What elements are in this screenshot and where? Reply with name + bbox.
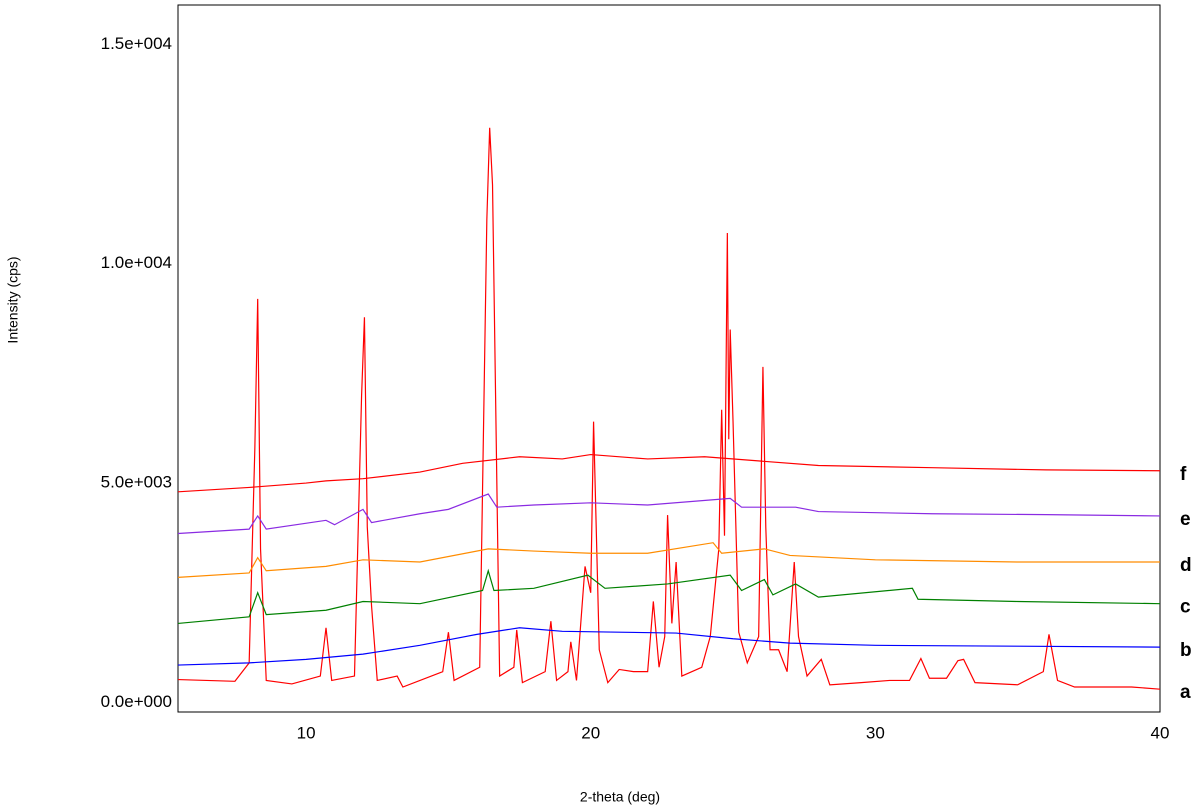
y-tick-label: 0.0e+000 [101, 692, 172, 711]
series-label: e [1180, 509, 1191, 530]
x-tick-label: 20 [581, 723, 600, 742]
series-label: d [1180, 555, 1192, 576]
y-axis-label: Intensity (cps) [5, 256, 21, 343]
x-axis-label: 2-theta (deg) [580, 789, 660, 805]
x-tick-label: 10 [297, 723, 316, 742]
x-tick-label: 40 [1151, 723, 1170, 742]
series-label: f [1180, 464, 1187, 485]
plot-frame [177, 4, 1161, 713]
y-tick-label: 5.0e+003 [101, 473, 172, 492]
x-tick-label: 30 [866, 723, 885, 742]
series-line [177, 568, 1161, 625]
series-line [177, 542, 1160, 578]
series-label: a [1180, 682, 1191, 703]
series-label: c [1180, 597, 1191, 618]
series-label: b [1180, 640, 1192, 661]
series-line [177, 453, 1161, 493]
y-tick-label: 1.5e+004 [101, 34, 172, 53]
series-line [177, 493, 1161, 535]
y-tick-label: 1.0e+004 [101, 253, 172, 272]
series-line [177, 627, 1161, 666]
series-line [177, 127, 1161, 690]
